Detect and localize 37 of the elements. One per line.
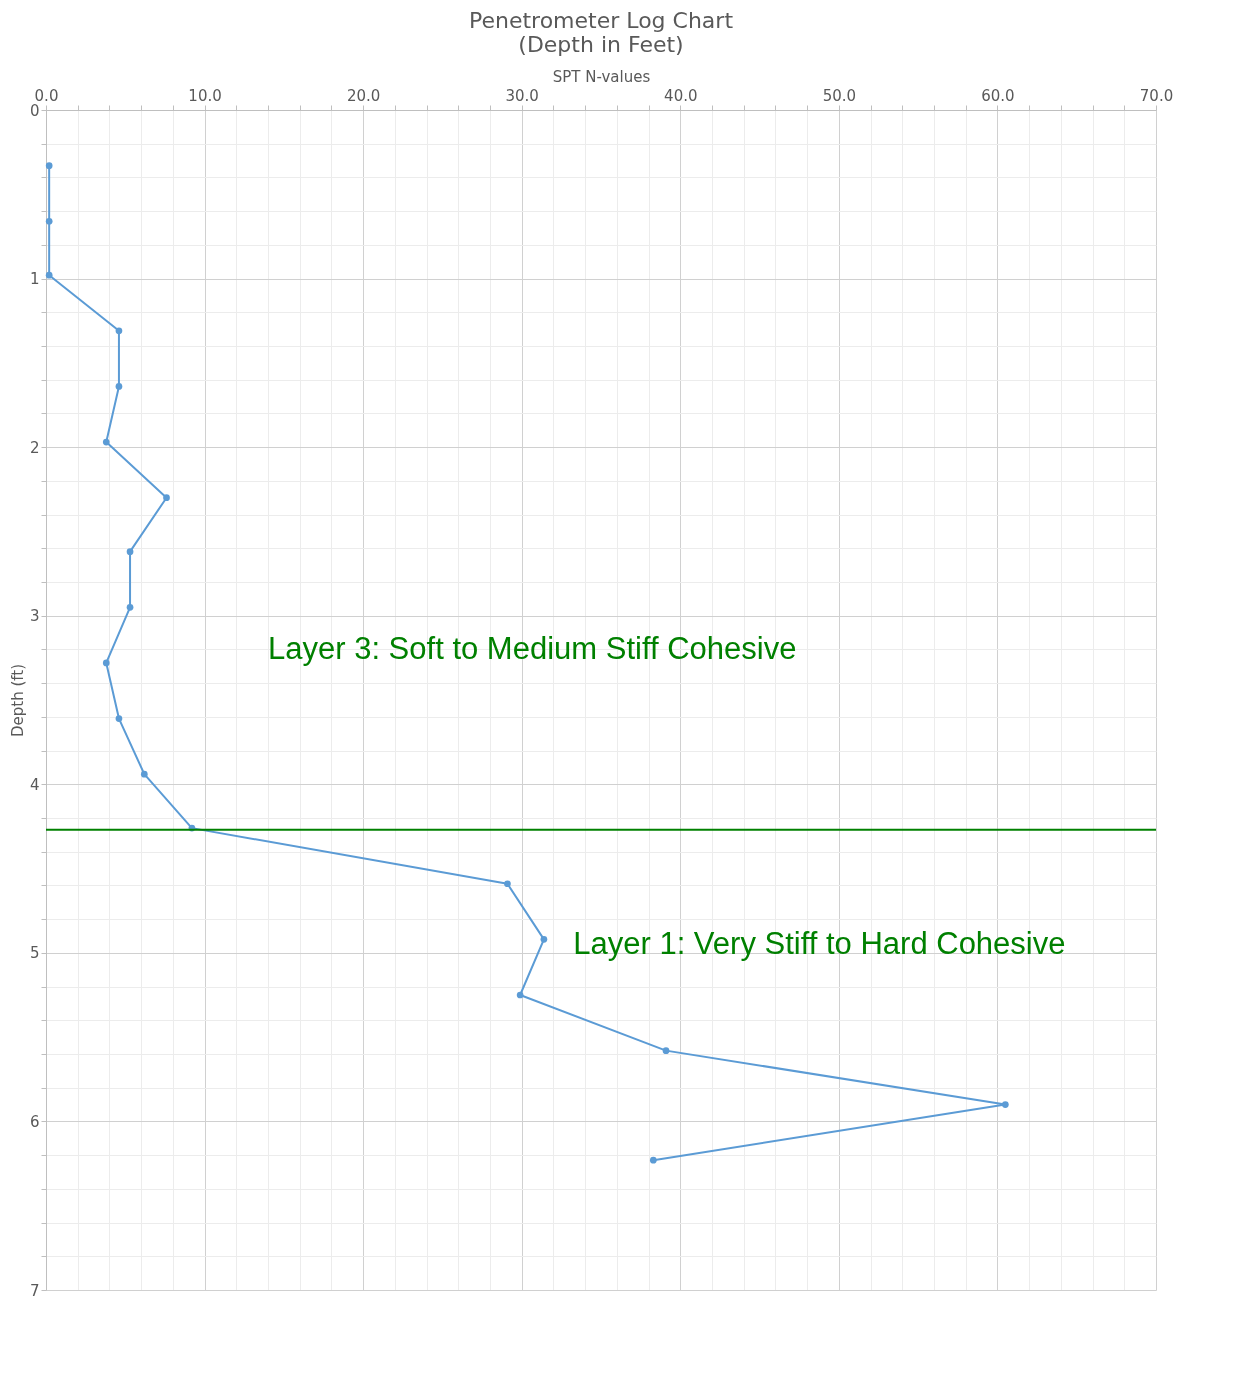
y-tick-label: 1 bbox=[29, 270, 40, 289]
y-tick-label: 7 bbox=[29, 1281, 40, 1300]
point bbox=[45, 162, 53, 169]
point bbox=[662, 1047, 670, 1054]
chart-title: Penetrometer Log Chart (Depth in Feet) bbox=[468, 8, 734, 57]
point bbox=[126, 548, 134, 555]
point bbox=[115, 715, 123, 722]
point bbox=[126, 603, 134, 611]
point bbox=[540, 936, 548, 943]
point bbox=[45, 217, 53, 225]
point bbox=[102, 659, 110, 667]
point bbox=[163, 494, 170, 502]
y-tick-label: 4 bbox=[29, 775, 40, 794]
x-axis-title: SPT N-values bbox=[552, 67, 651, 86]
point bbox=[649, 1156, 657, 1164]
x-tick-label: 50.0 bbox=[822, 86, 857, 105]
point bbox=[516, 991, 524, 999]
x-tick-label: 20.0 bbox=[346, 86, 381, 105]
point bbox=[504, 880, 511, 888]
x-tick-label: 70.0 bbox=[1139, 86, 1174, 105]
x-tick-label: 40.0 bbox=[664, 86, 698, 105]
point bbox=[45, 271, 53, 279]
annotation: Layer 1: Very Stiff to Hard Cohesive bbox=[573, 926, 1066, 962]
annotation: Layer 3: Soft to Medium Stiff Cohesive bbox=[268, 631, 797, 667]
x-tick-label: 10.0 bbox=[188, 86, 222, 105]
y-tick-label: 6 bbox=[29, 1112, 40, 1131]
point bbox=[115, 327, 123, 335]
x-tick-label: 30.0 bbox=[505, 86, 539, 105]
y-tick-label: 2 bbox=[29, 438, 40, 457]
point bbox=[140, 770, 148, 778]
y-tick-label: 3 bbox=[29, 607, 40, 626]
y-tick-label: 5 bbox=[29, 944, 40, 963]
y-axis-title: Depth (ft) bbox=[8, 663, 27, 738]
point bbox=[102, 438, 110, 446]
point bbox=[1002, 1101, 1009, 1108]
point bbox=[115, 383, 123, 390]
x-tick-label: 60.0 bbox=[981, 86, 1015, 105]
